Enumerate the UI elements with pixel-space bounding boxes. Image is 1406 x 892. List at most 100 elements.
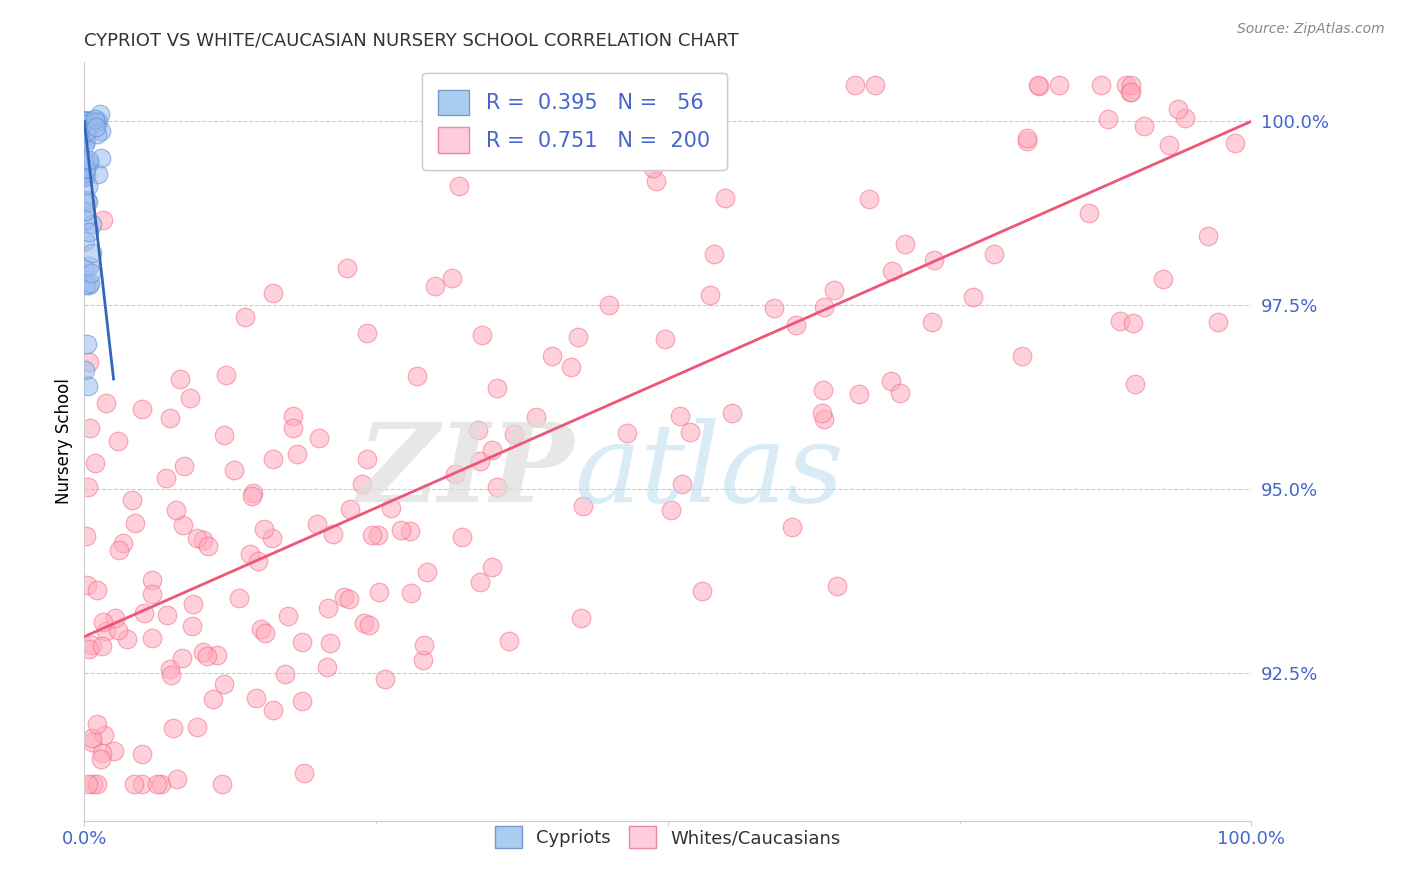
- Legend: Cypriots, Whites/Caucasians: Cypriots, Whites/Caucasians: [486, 817, 849, 857]
- Point: [1197, 228, 1219, 243]
- Point: [82, 731, 104, 745]
- Point: [316, 659, 339, 673]
- Point: [186, 720, 208, 734]
- Point: [191, 533, 214, 548]
- Point: [76, 337, 98, 351]
- Point: [212, 427, 235, 442]
- Point: [75, 169, 97, 183]
- Point: [76, 133, 98, 147]
- Point: [486, 381, 509, 395]
- Point: [76, 124, 98, 138]
- Point: [560, 359, 582, 374]
- Point: [1122, 316, 1144, 330]
- Point: [77, 114, 100, 128]
- Point: [844, 78, 866, 92]
- Point: [75, 114, 97, 128]
- Point: [1121, 85, 1143, 99]
- Point: [146, 777, 169, 791]
- Point: [73, 166, 96, 180]
- Point: [80, 638, 103, 652]
- Point: [131, 747, 153, 762]
- Point: [159, 668, 181, 682]
- Point: [440, 271, 463, 285]
- Point: [240, 489, 263, 503]
- Text: ZIP: ZIP: [359, 418, 575, 525]
- Point: [922, 252, 945, 267]
- Text: atlas: atlas: [575, 418, 844, 525]
- Point: [162, 721, 184, 735]
- Point: [77, 277, 100, 292]
- Point: [82, 114, 104, 128]
- Point: [79, 421, 101, 435]
- Point: [1208, 315, 1230, 329]
- Point: [569, 611, 592, 625]
- Point: [75, 529, 97, 543]
- Point: [181, 597, 204, 611]
- Point: [669, 409, 692, 423]
- Point: [368, 585, 391, 599]
- Point: [73, 126, 96, 140]
- Point: [1121, 78, 1143, 92]
- Point: [811, 406, 834, 420]
- Point: [86, 127, 108, 141]
- Y-axis label: Nursery School: Nursery School: [55, 378, 73, 505]
- Point: [648, 143, 671, 157]
- Point: [76, 480, 98, 494]
- Point: [117, 632, 139, 646]
- Point: [356, 451, 378, 466]
- Point: [77, 379, 100, 393]
- Point: [319, 635, 342, 649]
- Point: [91, 746, 114, 760]
- Point: [468, 454, 491, 468]
- Point: [1223, 136, 1246, 150]
- Point: [75, 114, 97, 128]
- Point: [87, 168, 110, 182]
- Point: [425, 279, 447, 293]
- Point: [228, 591, 250, 605]
- Point: [291, 635, 314, 649]
- Point: [481, 559, 503, 574]
- Point: [224, 463, 246, 477]
- Point: [260, 532, 283, 546]
- Point: [889, 385, 911, 400]
- Point: [86, 777, 108, 791]
- Point: [89, 107, 111, 121]
- Point: [90, 151, 112, 165]
- Point: [94, 624, 117, 639]
- Point: [813, 411, 835, 425]
- Point: [83, 114, 105, 128]
- Point: [239, 547, 262, 561]
- Point: [1115, 78, 1137, 92]
- Point: [245, 690, 267, 705]
- Point: [644, 174, 666, 188]
- Point: [1166, 102, 1188, 116]
- Point: [73, 203, 96, 218]
- Point: [179, 391, 201, 405]
- Point: [1011, 349, 1033, 363]
- Point: [124, 516, 146, 531]
- Point: [486, 480, 509, 494]
- Point: [598, 298, 620, 312]
- Point: [122, 777, 145, 791]
- Point: [350, 477, 373, 491]
- Point: [205, 648, 228, 662]
- Point: [481, 443, 503, 458]
- Point: [96, 396, 118, 410]
- Point: [121, 493, 143, 508]
- Point: [399, 586, 422, 600]
- Point: [75, 114, 97, 128]
- Point: [571, 500, 593, 514]
- Point: [159, 410, 181, 425]
- Point: [1174, 112, 1197, 126]
- Point: [82, 777, 104, 791]
- Point: [305, 516, 328, 531]
- Point: [79, 276, 101, 290]
- Point: [79, 225, 101, 239]
- Point: [201, 691, 224, 706]
- Point: [195, 648, 218, 663]
- Point: [77, 260, 100, 274]
- Point: [983, 246, 1005, 260]
- Point: [921, 315, 943, 329]
- Point: [79, 114, 101, 128]
- Point: [76, 114, 98, 128]
